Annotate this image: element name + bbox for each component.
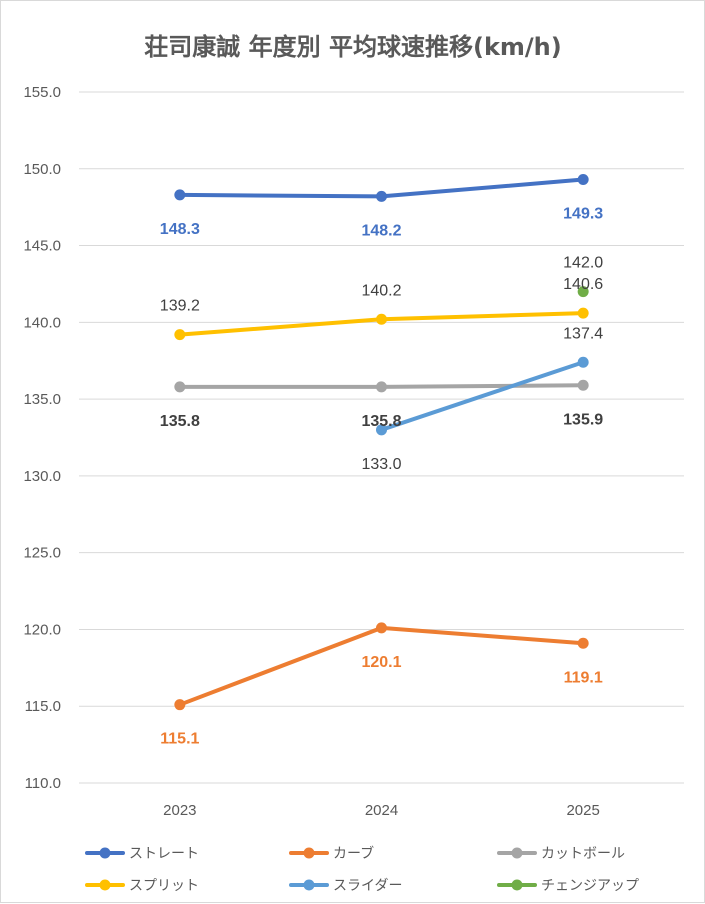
y-tick-label: 135.0: [23, 391, 61, 408]
y-tick-label: 110.0: [25, 775, 61, 792]
legend-marker: [303, 847, 315, 859]
data-label: 135.9: [563, 411, 603, 428]
legend-label: カーブ: [333, 845, 374, 862]
data-label: 149.3: [563, 206, 603, 223]
data-point: [174, 699, 186, 711]
data-point: [376, 313, 387, 325]
data-point: [174, 381, 186, 393]
legend-marker: [99, 879, 111, 891]
data-point: [577, 307, 589, 319]
legend-label: ストレート: [129, 846, 199, 862]
legend-label: カットボール: [541, 846, 625, 862]
x-axis-ticks: 2023 2024 2025: [163, 802, 600, 819]
data-label: 140.6: [563, 276, 603, 293]
data-label: 133.0: [361, 456, 401, 473]
y-tick-label: 140.0: [23, 314, 61, 331]
legend-item: チェンジアップ: [497, 878, 639, 894]
legend-marker: [99, 847, 111, 859]
data-label: 148.3: [160, 221, 200, 238]
y-tick-label: 120.0: [23, 621, 61, 638]
legend-label: スプリット: [129, 878, 199, 894]
legend-item: ストレート: [85, 846, 199, 862]
data-point: [577, 174, 589, 186]
data-label: 119.1: [564, 669, 603, 686]
data-point: [577, 379, 589, 391]
data-point: [577, 637, 589, 649]
data-point: [577, 356, 589, 368]
series-lines: [174, 174, 589, 711]
data-labels: 148.3 148.2 149.3 115.1 120.1 119.1 135.8 135.8…: [160, 206, 603, 748]
legend-item: スライダー: [289, 878, 402, 894]
x-tick-label: 2024: [365, 802, 398, 819]
data-point: [376, 424, 387, 436]
y-tick-label: 125.0: [23, 545, 61, 562]
y-tick-label: 155.0: [23, 84, 61, 101]
legend-marker: [303, 879, 315, 891]
legend-marker: [511, 847, 523, 859]
data-point: [174, 189, 186, 201]
y-axis-ticks: 110.0 115.0 120.0 125.0 130.0 135.0 140.0 145.0…: [23, 84, 61, 792]
data-label: 135.8: [361, 413, 401, 430]
legend-item: カットボール: [497, 846, 625, 862]
data-label: 140.2: [361, 282, 401, 299]
legend-label: スライダー: [333, 878, 402, 894]
data-label: 142.0: [563, 255, 603, 272]
legend-label: チェンジアップ: [541, 878, 639, 894]
data-point: [577, 286, 589, 298]
legend-item: カーブ: [289, 845, 374, 862]
series-line: [379, 360, 586, 432]
x-tick-label: 2023: [163, 802, 196, 819]
x-tick-label: 2025: [566, 802, 599, 819]
legend-item: スプリット: [85, 878, 199, 894]
y-tick-label: 130.0: [23, 468, 61, 485]
data-point: [376, 622, 387, 634]
data-label: 139.2: [160, 298, 200, 315]
data-label: 148.2: [361, 222, 401, 239]
y-tick-label: 145.0: [23, 238, 61, 255]
data-label: 115.1: [160, 731, 199, 748]
data-label: 120.1: [361, 654, 401, 671]
data-point: [174, 329, 186, 341]
data-label: 137.4: [563, 325, 603, 342]
y-tick-label: 115.0: [25, 698, 61, 715]
chart-title: 荘司康誠 年度別 平均球速推移(km/h): [144, 33, 561, 61]
data-point: [376, 381, 387, 393]
data-point: [376, 190, 387, 202]
y-tick-label: 150.0: [23, 161, 61, 178]
legend-marker: [511, 879, 523, 891]
data-label: 135.8: [160, 413, 200, 430]
